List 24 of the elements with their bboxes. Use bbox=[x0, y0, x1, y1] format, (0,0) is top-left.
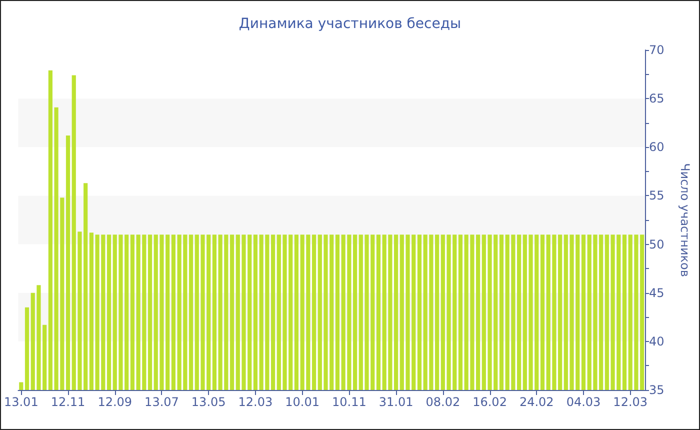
x-tick-label: 31.01 bbox=[378, 395, 414, 409]
y-tick-label: 65 bbox=[649, 92, 664, 106]
y-tick-label: 45 bbox=[649, 286, 664, 300]
x-tick-label: 12.03 bbox=[238, 395, 273, 409]
x-tick-label: 04.03 bbox=[566, 395, 601, 409]
x-tick-label: 12.11 bbox=[50, 395, 86, 409]
y-tick-label: 70 bbox=[649, 43, 664, 57]
x-tick-label: 10.11 bbox=[332, 395, 366, 409]
y-tick-label: 35 bbox=[649, 383, 664, 397]
x-tick-label: 13.05 bbox=[191, 395, 226, 409]
x-tick-label: 13.07 bbox=[144, 395, 179, 409]
x-tick-label: 16.02 bbox=[472, 395, 507, 409]
y-tick-label: 50 bbox=[649, 237, 664, 252]
x-tick-label: 10.01 bbox=[285, 395, 320, 409]
y-tick-label: 60 bbox=[649, 140, 664, 154]
x-tick-label: 24.02 bbox=[519, 395, 554, 409]
y-tick-label: 40 bbox=[649, 334, 664, 348]
y-axis-title: Число участников bbox=[678, 163, 692, 277]
y-tick-label: 55 bbox=[649, 188, 664, 203]
x-tick-label: 12.03 bbox=[613, 395, 648, 409]
x-tick-label: 12.09 bbox=[98, 395, 132, 409]
chart-title: Динамика участников беседы bbox=[238, 16, 462, 32]
x-tick-label: 13.01 bbox=[4, 395, 38, 409]
x-tick-label: 08.02 bbox=[426, 395, 460, 409]
